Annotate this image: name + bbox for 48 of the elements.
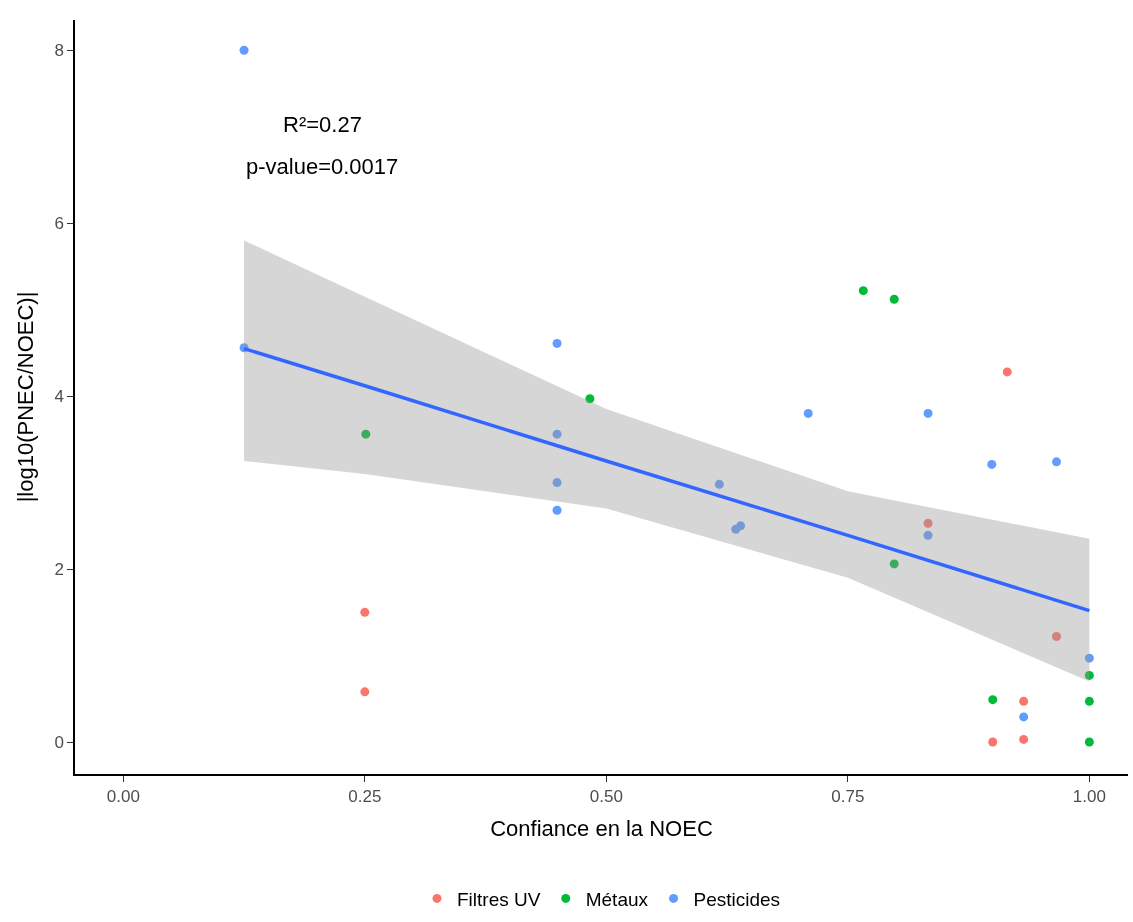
annotation: p-value=0.0017 — [246, 154, 399, 179]
point — [1019, 712, 1029, 722]
point — [988, 695, 998, 705]
point — [239, 45, 249, 55]
point — [552, 478, 562, 488]
point — [987, 459, 997, 469]
y-axis-title: |log10(PNEC/NOEC)| — [12, 291, 38, 503]
point — [736, 521, 746, 531]
point — [1084, 696, 1094, 706]
point — [714, 479, 724, 489]
point — [988, 737, 998, 747]
point — [552, 505, 562, 515]
point — [1084, 670, 1094, 680]
point — [1019, 696, 1029, 706]
annotation: R²=0.27 — [283, 112, 362, 137]
point — [1019, 734, 1029, 744]
point — [552, 429, 562, 439]
point — [923, 518, 933, 528]
x-axis-title: Confiance en la NOEC — [490, 815, 713, 841]
point — [1084, 737, 1094, 747]
y-tick-label: 2 — [54, 560, 64, 580]
x-tick-label: 0.00 — [106, 787, 140, 807]
x-tick-label: 0.25 — [348, 787, 382, 807]
y-tick-label: 8 — [54, 41, 64, 61]
point — [1052, 632, 1062, 642]
x-tick-label: 1.00 — [1072, 787, 1106, 807]
point — [803, 408, 813, 418]
y-tick-label: 0 — [54, 732, 64, 752]
point — [889, 559, 899, 569]
legend-label: Pesticides — [693, 888, 781, 910]
y-tick-label: 4 — [54, 387, 64, 407]
point — [1084, 653, 1094, 663]
y-tick-label: 6 — [54, 214, 64, 234]
point — [360, 687, 370, 697]
point — [858, 286, 868, 296]
legend-label: Métaux — [585, 888, 649, 910]
point — [361, 429, 371, 439]
point — [360, 607, 370, 617]
point — [585, 394, 595, 404]
x-tick-label: 0.75 — [831, 787, 865, 807]
x-tick-label: 0.50 — [589, 787, 623, 807]
point — [923, 408, 933, 418]
point — [1002, 367, 1012, 377]
point — [889, 294, 899, 304]
point — [1052, 457, 1062, 467]
legend-label: Filtres UV — [457, 888, 541, 910]
point — [923, 530, 933, 540]
point — [552, 338, 562, 348]
